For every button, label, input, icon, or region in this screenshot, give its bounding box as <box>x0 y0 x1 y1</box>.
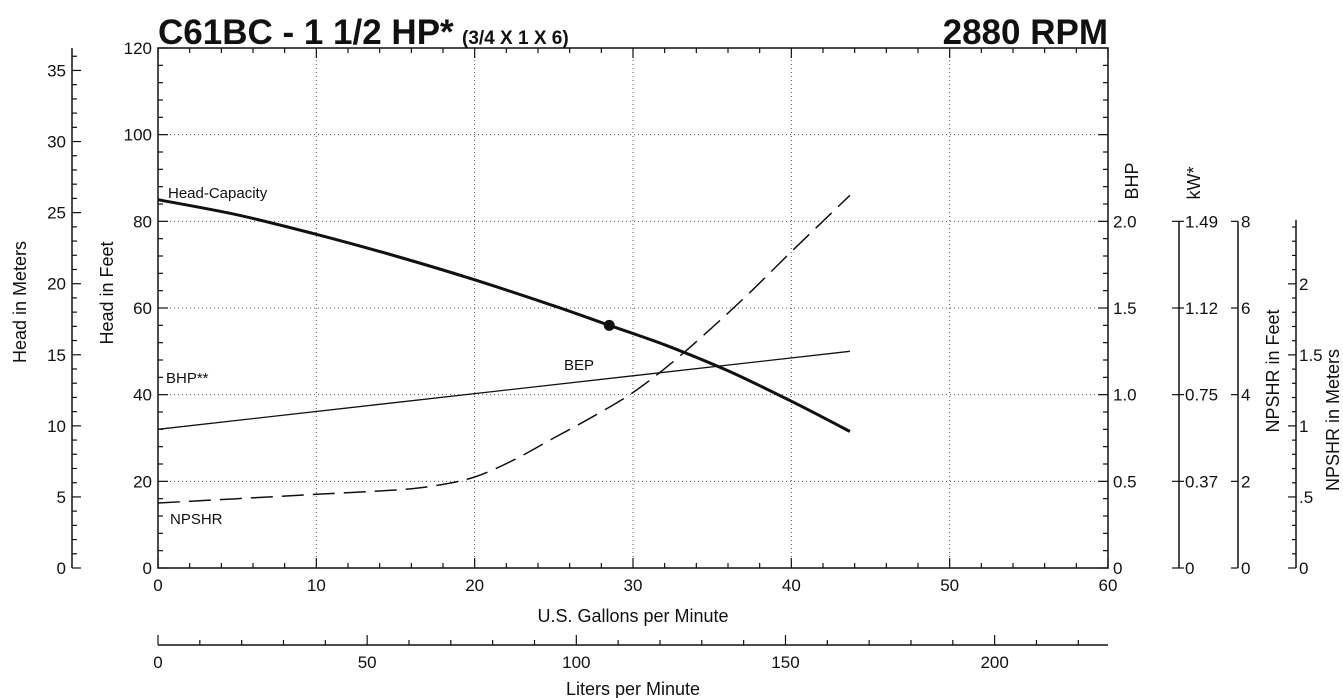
series-label-npshr: NPSHR <box>170 511 223 528</box>
y-npshr-feet-tick-label-0: 0 <box>1241 559 1250 578</box>
y-meters-tick-label-6: 30 <box>47 133 66 152</box>
y-feet-tick-label-0: 0 <box>143 559 152 578</box>
y-npshr-meters-axis-label: NPSHR in Meters <box>1323 349 1343 491</box>
series-label-head-capacity: Head-Capacity <box>168 185 268 202</box>
y-kw-tick-label-2: 0.75 <box>1185 386 1218 405</box>
y-meters-tick-label-4: 20 <box>47 275 66 294</box>
series-group <box>157 194 851 504</box>
y-kw-tick-label-0: 0 <box>1185 559 1194 578</box>
x-gpm-tick-label-3: 30 <box>624 576 643 595</box>
bep-marker <box>603 319 615 331</box>
bep-label: BEP <box>564 357 594 374</box>
x-lpm-tick-label-3: 150 <box>771 653 799 672</box>
y-meters-tick-label-5: 25 <box>47 204 66 223</box>
grid <box>158 48 1108 568</box>
y-bhp-axis-label: BHP <box>1122 162 1142 199</box>
x-gpm-tick-label-1: 10 <box>307 576 326 595</box>
y-meters-axis-label: Head in Meters <box>10 241 30 363</box>
chart-subtitle: (3/4 X 1 X 6) <box>462 28 569 49</box>
y-npshr-meters-tick-label-0: 0 <box>1299 559 1308 578</box>
y-feet-tick-label-1: 20 <box>133 472 152 491</box>
y-npshr-feet-tick-label-1: 2 <box>1241 472 1250 491</box>
bhp-line <box>157 350 850 430</box>
y-bhp-tick-label-3: 1.5 <box>1113 299 1137 318</box>
axes: 0 10 20 30 40 50 60020406080100120051015202530… <box>47 39 1323 672</box>
y-bhp-tick-label-0: 0 <box>1113 559 1122 578</box>
y-kw-axis-label: kW* <box>1184 167 1204 200</box>
x-gpm-tick-label-5: 50 <box>940 576 959 595</box>
y-npshr-feet-tick-label-2: 4 <box>1241 386 1250 405</box>
y-meters-tick-label-0: 0 <box>57 559 66 578</box>
y-npshr-meters-tick-label-3: 1.5 <box>1299 346 1323 365</box>
x-lpm-tick-label-4: 200 <box>980 653 1008 672</box>
y-kw-tick-label-3: 1.12 <box>1185 299 1218 318</box>
y-bhp-tick-label-4: 2.0 <box>1113 212 1137 231</box>
rpm-label: 2880 RPM <box>943 13 1108 52</box>
y-feet-tick-label-2: 40 <box>133 386 152 405</box>
y-npshr-feet-axis-label: NPSHR in Feet <box>1263 309 1283 432</box>
y-kw-tick-label-1: 0.37 <box>1185 472 1218 491</box>
y-meters-tick-label-7: 35 <box>47 61 66 80</box>
y-npshr-meters-tick-label-4: 2 <box>1299 275 1308 294</box>
y-meters-tick-label-3: 15 <box>47 346 66 365</box>
x-gpm-tick-label-4: 40 <box>782 576 801 595</box>
y-feet-tick-label-3: 60 <box>133 299 152 318</box>
y-feet-tick-label-4: 80 <box>133 212 152 231</box>
y-bhp-tick-label-1: 0.5 <box>1113 472 1137 491</box>
chart-title: C61BC - 1 1/2 HP* <box>158 13 454 52</box>
y-feet-tick-label-5: 100 <box>124 126 152 145</box>
y-npshr-feet-tick-label-4: 8 <box>1241 212 1250 231</box>
y-npshr-meters-tick-label-1: .5 <box>1299 488 1313 507</box>
y-npshr-meters-tick-label-2: 1 <box>1299 417 1308 436</box>
x-gpm-tick-label-2: 20 <box>465 576 484 595</box>
y-kw-tick-label-4: 1.49 <box>1185 212 1218 231</box>
x-gpm-tick-label-0: 0 <box>153 576 162 595</box>
y-bhp-tick-label-2: 1.0 <box>1113 386 1137 405</box>
head-capacity-curve <box>157 198 851 433</box>
y-npshr-feet-tick-label-3: 6 <box>1241 299 1250 318</box>
series-label-bhp: BHP** <box>166 370 209 387</box>
x-lpm-tick-label-0: 0 <box>153 653 162 672</box>
x-gpm-axis-label: U.S. Gallons per Minute <box>537 606 728 626</box>
y-meters-tick-label-1: 5 <box>57 488 66 507</box>
x-lpm-tick-label-1: 50 <box>358 653 377 672</box>
npshr-curve <box>157 194 851 504</box>
x-gpm-tick-label-6: 60 <box>1099 576 1118 595</box>
x-lpm-axis-label: Liters per Minute <box>566 679 700 698</box>
x-lpm-tick-label-2: 100 <box>562 653 590 672</box>
y-feet-tick-label-6: 120 <box>124 39 152 58</box>
y-feet-axis-label: Head in Feet <box>97 241 117 344</box>
y-meters-tick-label-2: 10 <box>47 417 66 436</box>
